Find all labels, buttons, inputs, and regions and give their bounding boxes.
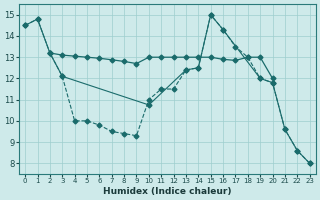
X-axis label: Humidex (Indice chaleur): Humidex (Indice chaleur): [103, 187, 232, 196]
